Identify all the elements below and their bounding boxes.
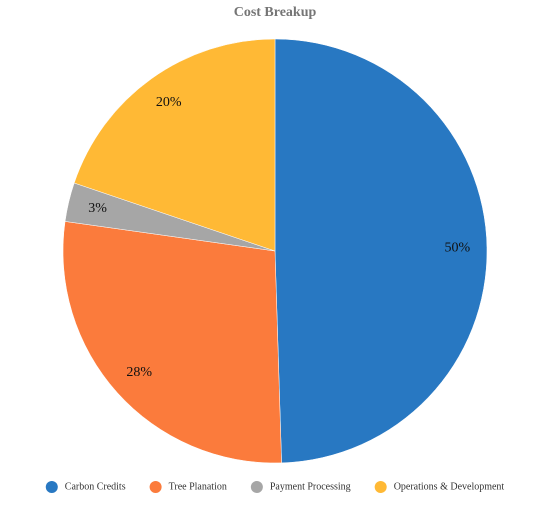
legend-label[interactable]: Tree Planation (169, 481, 227, 492)
value-label: 28% (126, 365, 152, 380)
pie-slice (62, 221, 282, 464)
legend-marker[interactable] (374, 481, 387, 493)
legend-marker[interactable] (250, 481, 263, 493)
legend-marker[interactable] (149, 481, 162, 493)
value-label: 50% (444, 240, 470, 255)
legend-label[interactable]: Operations & Development (394, 481, 505, 492)
legend-label[interactable]: Carbon Credits (65, 481, 126, 492)
legend-marker[interactable] (45, 481, 58, 493)
legend-label[interactable]: Payment Processing (270, 481, 351, 492)
pie-slice (73, 38, 276, 252)
pie-slice (274, 38, 488, 464)
chart-title: Cost Breakup (234, 5, 317, 20)
value-label: 20% (156, 95, 182, 110)
value-label: 3% (88, 201, 107, 216)
